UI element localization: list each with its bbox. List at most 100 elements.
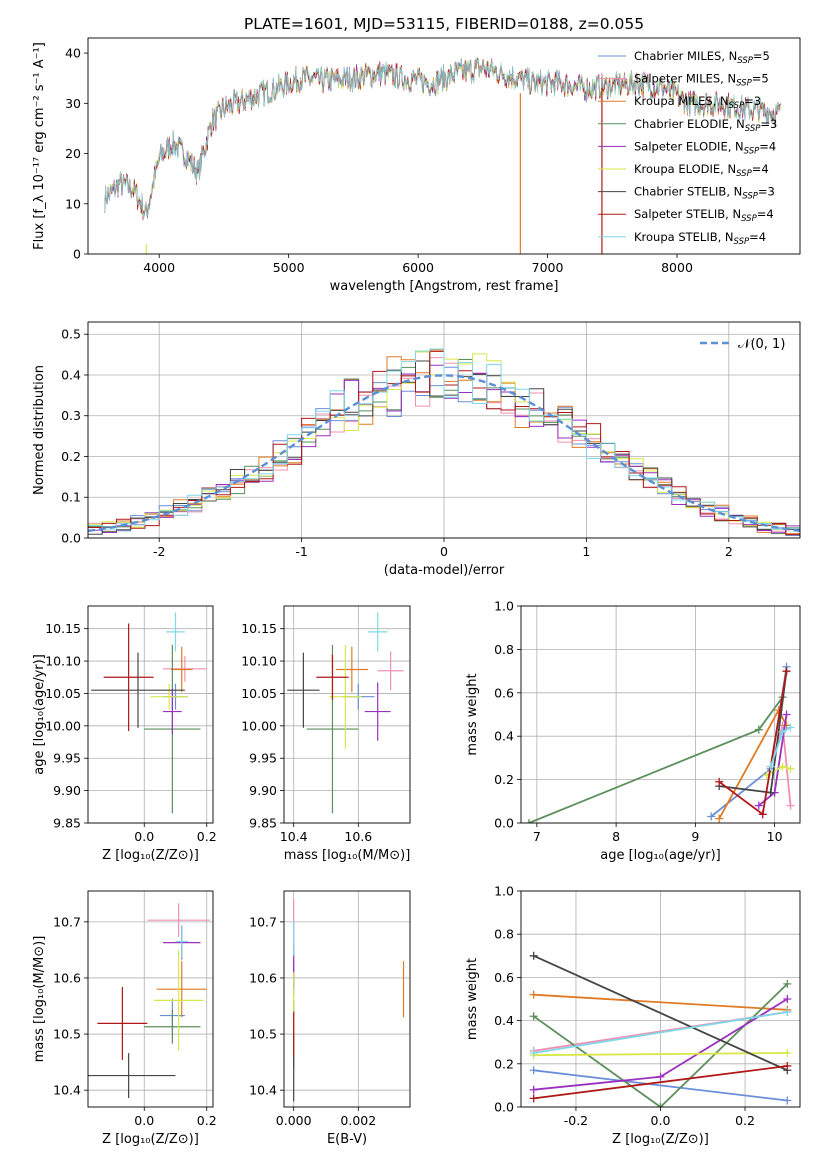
y-tick-label: 0	[73, 247, 81, 262]
legend-value: =5	[753, 49, 770, 63]
legend-label: Salpeter STELIB, NSSP=4	[634, 207, 774, 224]
legend-label: Chabrier STELIB, NSSP=3	[634, 185, 775, 202]
histogram-series	[88, 348, 800, 530]
x-tick-label: 7	[533, 829, 541, 844]
x-tick-label: 1	[582, 544, 590, 559]
weight-marker	[529, 1066, 538, 1075]
weight-marker	[529, 1012, 538, 1021]
weight-marker	[778, 762, 787, 771]
y-tick-label: 10.05	[45, 686, 81, 701]
y-tick-label: 9.90	[53, 783, 81, 798]
weight-series-line	[533, 1069, 788, 1102]
panel-spectrum: 4000 5000 6000 7000 8000 0 10 20 30 40 wavelength …	[32, 37, 801, 294]
y-tick-label: 10.7	[53, 914, 81, 929]
y-tick-label: 1.0	[494, 884, 514, 899]
weight-marker	[529, 1094, 538, 1103]
weight-marker	[766, 788, 775, 797]
y-tick-label: 10.5	[249, 1027, 277, 1042]
y-tick-label: 10.00	[45, 718, 81, 733]
weight-marker	[786, 764, 795, 773]
y-tick-label: 0.2	[61, 449, 81, 464]
y-axis-label: mass weight	[465, 673, 480, 755]
x-tick-label: -2	[153, 544, 165, 559]
y-tick-label: 0.6	[494, 685, 514, 700]
x-tick-label: 10.6	[344, 829, 372, 844]
y-tick-label: 1.0	[494, 599, 514, 614]
y-tick-label: 10.7	[249, 914, 277, 929]
x-tick-label: 0.0	[134, 1113, 154, 1128]
axes-frame	[87, 605, 214, 824]
y-tick-label: 10	[65, 196, 81, 211]
plot-area	[524, 662, 795, 823]
plot-area	[287, 612, 404, 814]
legend-label: Salpeter ELODIE, NSSP=4	[634, 139, 776, 156]
x-tick-label: 6000	[402, 260, 434, 275]
legend-label: 𝒩(0, 1)	[738, 337, 785, 352]
weight-marker	[783, 1061, 792, 1070]
y-tick-label: 40	[65, 46, 81, 61]
weight-marker	[656, 1072, 665, 1081]
y-tick-label: 30	[65, 96, 81, 111]
axes-frame	[87, 890, 214, 1108]
weight-marker	[529, 951, 538, 960]
weight-marker	[758, 810, 767, 819]
legend-value: =5	[752, 72, 769, 86]
y-tick-label: 20	[65, 146, 81, 161]
x-tick-label: 8	[612, 829, 620, 844]
y-tick-label: 10.4	[53, 1083, 81, 1098]
weight-marker	[782, 710, 791, 719]
y-tick-label: 0.2	[494, 1056, 514, 1071]
x-tick-label: 0.000	[276, 1113, 312, 1128]
x-axis-label: Z [log₁₀(Z/Z⊙)]	[102, 848, 199, 863]
y-tick-label: 0.0	[494, 1100, 514, 1115]
plot-area	[88, 348, 800, 536]
x-tick-label: 0.2	[735, 1113, 755, 1128]
y-tick-label: 10.10	[241, 654, 277, 669]
legend-value: =4	[757, 207, 774, 221]
weight-marker	[656, 1103, 665, 1107]
weight-series-line	[533, 1065, 788, 1100]
weight-marker	[783, 995, 792, 1003]
y-tick-label: 0.4	[494, 729, 514, 744]
panel-weight-vs-age: 7 8 9 10 0.0 0.2 0.4 0.6 0.8 1.0 age [log₁₀(age/yr…	[465, 599, 801, 863]
y-tick-label: 10.6	[249, 970, 277, 985]
y-tick-label: 10.5	[53, 1027, 81, 1042]
legend-value: =4	[749, 230, 766, 244]
y-axis-label: age [log₁₀(age/yr)]	[32, 654, 47, 775]
y-tick-label: 10.10	[45, 654, 81, 669]
legend-label: Kroupa ELODIE, NSSP=4	[634, 162, 769, 179]
y-tick-label: 0.5	[61, 327, 81, 342]
weight-marker	[783, 1007, 792, 1016]
panel-mass-vs-Z: 0.0 0.2 10.4 10.5 10.6 10.7 Z [log₁₀(Z/Z⊙)] mas…	[32, 890, 217, 1147]
plot-area	[293, 899, 405, 1102]
weight-marker	[783, 1096, 792, 1105]
weight-marker	[754, 725, 763, 734]
panel-age-vs-mass: 10.4 10.6 9.85 9.90 9.95 10.00 10.05 10.10 10.15…	[241, 605, 411, 863]
weight-marker	[783, 1049, 792, 1057]
spectrum-series-line	[104, 58, 781, 219]
x-tick-label: -0.2	[564, 1113, 588, 1128]
weight-marker	[778, 727, 787, 736]
weight-marker	[766, 762, 775, 771]
weight-marker	[786, 723, 795, 732]
y-axis-label: Normed distribution	[32, 365, 47, 495]
x-tick-label: 2	[725, 544, 733, 559]
y-tick-label: 10.6	[53, 970, 81, 985]
x-tick-label: 10	[767, 829, 783, 844]
x-tick-label: 9	[691, 829, 699, 844]
panel-weight-vs-Z: -0.2 0.0 0.2 0.0 0.2 0.4 0.6 0.8 1.0 Z [log₁₀(Z/Z…	[465, 884, 801, 1147]
x-tick-label: 5000	[273, 260, 305, 275]
x-tick-label: 4000	[143, 260, 175, 275]
legend-subscript: SSP	[736, 169, 752, 179]
x-tick-label: -1	[295, 544, 307, 559]
axes-frame	[520, 605, 801, 824]
plot-area	[88, 903, 210, 1099]
y-tick-label: 0.3	[61, 408, 81, 423]
x-tick-label: 0.0	[651, 1113, 671, 1128]
weight-marker	[529, 990, 538, 999]
y-tick-label: 9.95	[249, 751, 277, 766]
y-tick-label: 0.0	[61, 531, 81, 546]
x-tick-label: 0.002	[340, 1113, 376, 1128]
legend-subscript: SSP	[729, 101, 745, 111]
